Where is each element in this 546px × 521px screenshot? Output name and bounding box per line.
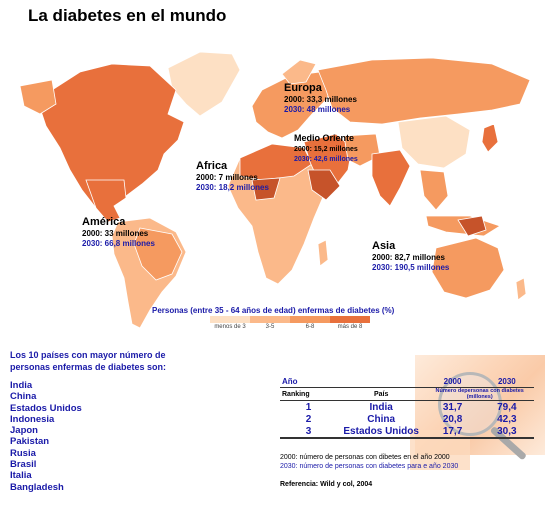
list-item: China: [10, 391, 37, 403]
col-year: Año: [282, 377, 298, 386]
region-value-2030: 2030: 48 millones: [284, 105, 351, 114]
iran-shape: [343, 133, 381, 167]
list-item: Estados Unidos: [10, 402, 82, 414]
legend-label: 3-5: [265, 324, 275, 330]
region-value-2000: 2000: 33,3 millones: [284, 95, 357, 104]
legend-labels: menos de 3 3-5 6-8 más de 8: [210, 324, 370, 330]
legend-label: menos de 3: [214, 324, 246, 330]
country-cell: India: [369, 401, 393, 413]
arabia-shape: [307, 169, 341, 201]
note-2030: 2030: número de personas con diabetes pa…: [280, 463, 459, 470]
world-map: [19, 51, 531, 329]
europe-shape: [251, 71, 335, 139]
region-value-2030: 2030: 190,5 millones: [372, 263, 450, 272]
scandinavia-shape: [281, 59, 317, 85]
papua-shape: [457, 215, 487, 237]
list-item: India: [10, 380, 33, 391]
region-label-europa: Europa 2000: 33,3 millones 2030: 48 mill…: [284, 82, 357, 115]
region-value-2030: 2030: 66,8 millones: [82, 239, 155, 248]
spacer: [337, 376, 425, 388]
table-row: 2 China 20,8 42,3: [280, 413, 534, 425]
value-2000-cell: 17,7: [425, 425, 480, 439]
legend-swatch-medium: [290, 316, 330, 323]
col-ranking: Ranking: [280, 387, 337, 401]
region-value-2000: 2000: 7 millones: [196, 173, 258, 182]
new-zealand-shape: [515, 277, 527, 301]
japan-shape: [481, 123, 499, 153]
value-2030-cell: 30,3: [479, 425, 534, 439]
region-value-2000: 2000: 33 millones: [82, 229, 149, 238]
region-value-2000: 2000: 15,2 millones: [294, 146, 358, 153]
rank-cell: 3: [280, 425, 337, 439]
brazil-shape: [133, 227, 183, 281]
region-name: Asia: [372, 240, 396, 252]
region-name: Africa: [196, 160, 228, 172]
region-name: Europa: [284, 82, 322, 94]
legend-swatch-light: [250, 316, 290, 323]
region-value-2030: 2030: 18,2 millones: [196, 183, 269, 192]
list-item: Rusia: [10, 447, 36, 459]
region-name: Medio Oriente: [294, 133, 355, 143]
page-title: La diabetes en el mundo: [28, 6, 227, 25]
list-item: Indonesia: [10, 413, 55, 425]
table-header-row: Año 2000 2030: [280, 376, 534, 388]
note-2000: 2000: número de personas con dibetes en …: [280, 454, 450, 461]
list-item: Italia: [10, 470, 32, 482]
southeast-asia-shape: [419, 169, 449, 211]
value-2030-cell: 42,3: [497, 413, 517, 425]
region-value-2030: 2030: 42,6 millones: [294, 156, 358, 163]
china-shape: [397, 115, 471, 169]
table-row: 3 Estados Unidos 17,7 30,3: [280, 425, 534, 439]
table-subheader-row: Ranking País Número depersonas con diabe…: [280, 387, 534, 401]
country-cell: China: [367, 413, 396, 425]
sahel-shape: [251, 177, 281, 201]
legend-label: más de 8: [337, 324, 363, 330]
alaska-shape: [19, 79, 57, 115]
value-2000-cell: 31,7: [442, 401, 463, 413]
legend-color-bar: [210, 316, 370, 323]
mexico-shape: [85, 179, 127, 223]
russia-shape: [317, 57, 531, 125]
table-row: 1 India 31,7 79,4: [280, 401, 534, 414]
madagascar-shape: [317, 239, 329, 267]
region-name: América: [82, 216, 126, 228]
north-africa-shape: [239, 143, 313, 181]
rank-cell: 1: [305, 401, 312, 413]
region-label-medio-oriente: Medio Oriente 2000: 15,2 millones 2030: …: [294, 132, 358, 165]
list-item: Pakistan: [10, 436, 50, 448]
col-2030: 2030: [497, 377, 516, 386]
reference: Referencia: Wild y col, 2004: [280, 481, 373, 488]
greenland-shape: [167, 51, 241, 117]
legend-swatch-lightest: [210, 316, 250, 323]
legend-swatch-dark: [330, 316, 370, 323]
value-2000-cell: 20,8: [442, 413, 463, 425]
region-label-america: América 2000: 33 millones 2030: 66,8 mil…: [82, 216, 155, 249]
list-item: Japon: [10, 425, 38, 437]
col-pais: País: [336, 387, 426, 401]
list-item: Brasil: [10, 459, 37, 471]
india-shape: [371, 149, 411, 207]
value-2030-cell: 79,4: [497, 401, 517, 413]
ranking-table: Año 2000 2030 Ranking País Número depers…: [280, 376, 534, 439]
top10-heading: Los 10 países con mayor número de person…: [10, 350, 167, 372]
region-value-2000: 2000: 82,7 millones: [372, 253, 445, 262]
north-america-shape: [39, 63, 185, 223]
col-units: Número depersonas con diabetes (millones…: [425, 387, 534, 401]
rank-cell: 2: [305, 413, 312, 425]
legend-label: 6-8: [305, 324, 315, 330]
australia-shape: [431, 237, 505, 299]
top10-country-list: India China Estados Unidos Indonesia Jap…: [10, 380, 82, 493]
region-label-africa: Africa 2000: 7 millones 2030: 18,2 millo…: [196, 160, 269, 193]
legend-title: Personas (entre 35 - 64 años de edad) en…: [152, 306, 395, 315]
list-item: Bangladesh: [10, 481, 64, 493]
col-2000: 2000: [443, 377, 462, 386]
country-cell: Estados Unidos: [336, 425, 426, 439]
region-label-asia: Asia 2000: 82,7 millones 2030: 190,5 mil…: [372, 240, 449, 273]
